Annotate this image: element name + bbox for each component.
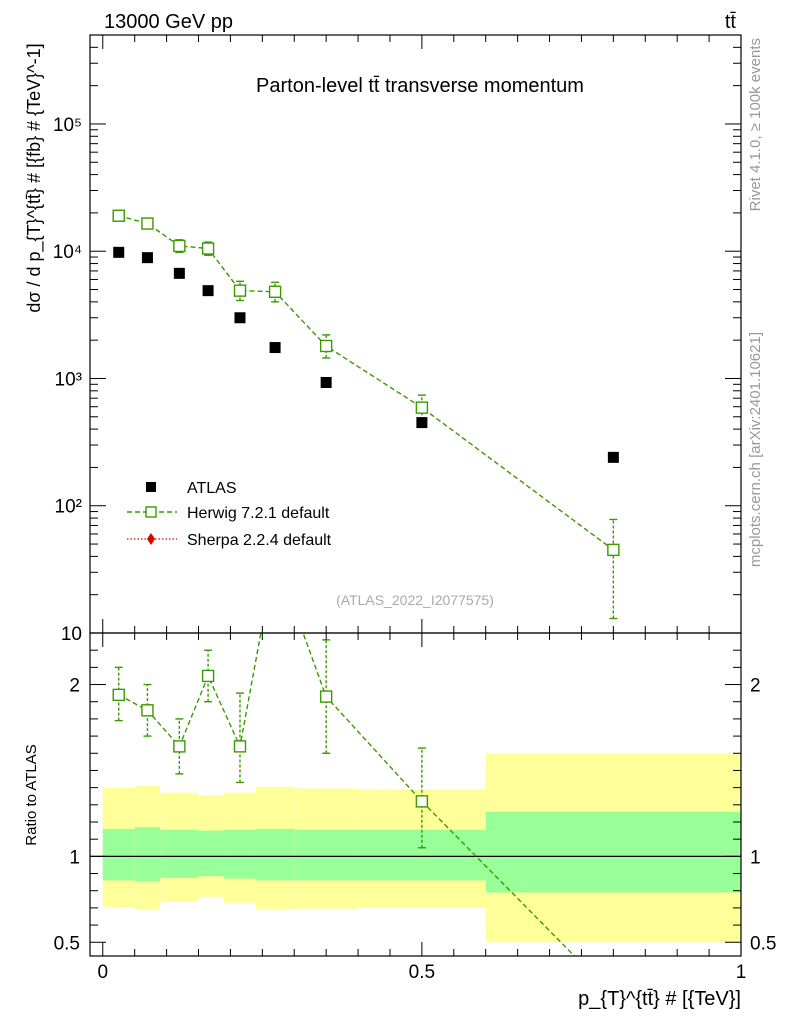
herwig-point <box>268 285 282 298</box>
x-tick-label: 0.5 <box>409 962 435 983</box>
atlas-point <box>269 342 281 354</box>
ratio-point <box>173 740 186 753</box>
y-tick-label: 10⁴ <box>53 242 82 263</box>
ratio-point <box>415 795 429 808</box>
atlas-point <box>141 252 153 264</box>
y-tick-label: 10³ <box>55 369 82 390</box>
inner-band <box>485 811 741 893</box>
header-left: 13000 GeV pp <box>104 11 233 33</box>
ratio-point <box>270 550 281 561</box>
main-y-axis-label: dσ / d p_{T}^{tt̄} # [{fb} # {TeV}^-1] <box>24 43 45 312</box>
atlas-point <box>234 312 246 324</box>
legend-label-sherpa: Sherpa 2.2.4 default <box>187 532 332 549</box>
herwig-point <box>112 209 125 222</box>
ratio-y-tick-label-left: 0.5 <box>54 933 80 954</box>
inner-band <box>255 828 295 881</box>
ratio-point <box>233 740 247 753</box>
ratio-point <box>112 688 125 702</box>
legend-label-atlas: ATLAS <box>187 480 237 497</box>
y-tick-label: 10 <box>61 624 82 645</box>
ratio-y-tick-label-right: 0.5 <box>750 933 776 954</box>
inner-band <box>102 828 135 881</box>
ratio-y-tick-label-right: 2 <box>750 676 761 697</box>
atlas-point <box>416 417 428 429</box>
atlas-point <box>320 376 332 388</box>
ratio-point <box>201 669 215 683</box>
ratio-panel-ticks <box>90 633 742 956</box>
legend: ATLAS Herwig 7.2.1 default Sherpa 2.2.4 … <box>127 480 332 549</box>
herwig-point <box>415 401 429 414</box>
inner-band <box>358 829 486 881</box>
side-text-rivet: Rivet 4.1.0, ≥ 100k events <box>747 38 764 211</box>
ratio-y-axis-label: Ratio to ATLAS <box>23 744 40 845</box>
herwig-point <box>607 543 620 557</box>
herwig-line <box>118 215 614 551</box>
ratio-y-tick-label-right: 1 <box>750 847 761 868</box>
x-tick-labels: 0 0.5 1 <box>97 962 746 983</box>
ratio-y-tick-labels: 0.5 0.5 1 1 2 2 <box>54 676 777 955</box>
ratio-point <box>319 690 333 703</box>
main-panel: Parton-level tt̄ transverse momentum (AT… <box>24 34 742 645</box>
ratio-y-tick-label-left: 2 <box>69 676 80 697</box>
legend-marker-herwig <box>145 506 157 518</box>
x-axis-label: p_{T}^{tt̄} # [{TeV}] <box>578 988 741 1010</box>
atlas-point <box>113 246 125 258</box>
legend-marker-sherpa <box>147 533 155 545</box>
atlas-point <box>202 285 214 297</box>
inner-band <box>134 827 161 882</box>
herwig-point <box>173 239 186 253</box>
y-tick-label: 10⁵ <box>53 115 82 136</box>
herwig-point <box>201 242 215 255</box>
ratio-uncertainty-bands <box>102 753 741 943</box>
legend-label-herwig: Herwig 7.2.1 default <box>187 505 330 522</box>
herwig-point <box>233 284 247 297</box>
main-plot-title: Parton-level tt̄ transverse momentum <box>256 75 584 97</box>
inner-band <box>160 829 199 878</box>
atlas-point <box>607 451 619 463</box>
inner-band <box>224 829 256 879</box>
ratio-y-tick-label-left: 1 <box>69 847 80 868</box>
ratio-point <box>141 704 154 717</box>
x-tick-label: 0 <box>97 962 108 983</box>
watermark: (ATLAS_2022_I2077575) <box>336 592 494 608</box>
main-y-tick-labels: 10 10² 10³ 10⁴ 10⁵ <box>53 115 82 645</box>
x-tick-label: 1 <box>736 962 747 983</box>
legend-marker-atlas <box>146 482 156 492</box>
y-tick-label: 10² <box>55 497 82 518</box>
side-text-mcplots: mcplots.cern.ch [arXiv:2401.10621] <box>747 332 764 567</box>
ratio-panel: Ratio to ATLAS 0.5 0.51 12 2 0 0.5 1 p_{T}^{t… <box>23 550 777 1010</box>
atlas-point <box>173 267 185 279</box>
main-panel-marks <box>112 209 620 620</box>
inner-band <box>198 830 225 877</box>
ratio-panel-frame <box>89 632 742 957</box>
header-right: tt̄ <box>725 11 737 33</box>
inner-band <box>294 829 359 881</box>
herwig-point <box>141 217 154 230</box>
herwig-point <box>319 339 333 353</box>
ratio-panel-marks <box>112 550 576 956</box>
